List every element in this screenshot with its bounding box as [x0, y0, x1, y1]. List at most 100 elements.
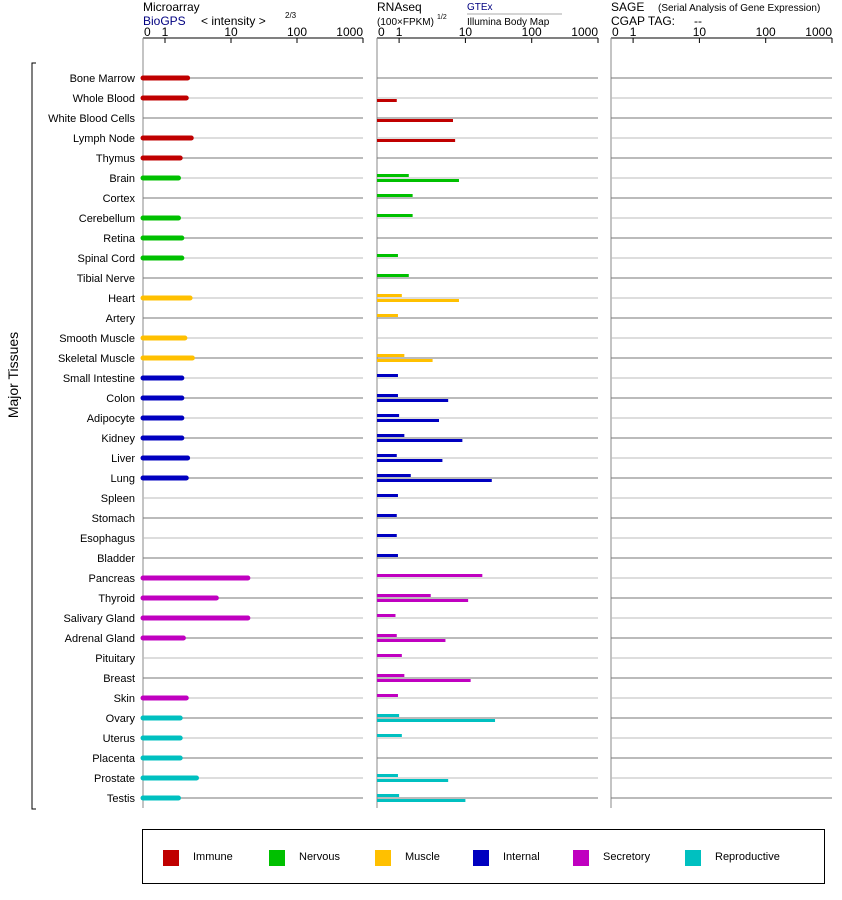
rnaseq-tick-label: 1000: [571, 25, 598, 39]
tissue-label: Breast: [103, 673, 135, 685]
rnaseq-gtex-bar: [377, 554, 398, 557]
legend-label: Muscle: [405, 851, 440, 863]
tissue-label: Bone Marrow: [70, 73, 135, 85]
rnaseq-gtex-bar: [377, 194, 413, 197]
tissue-label: Whole Blood: [73, 93, 135, 105]
tissue-label: Cortex: [103, 193, 136, 205]
rnaseq-gtex-bar: [377, 734, 402, 737]
legend-swatch: [375, 850, 391, 866]
rnaseq-gtex-bar: [377, 514, 397, 517]
microarray-source-link[interactable]: BioGPS: [143, 14, 186, 28]
tissue-label: Brain: [109, 173, 135, 185]
microarray-metric-exponent: 2/3: [285, 11, 297, 20]
sage-cgap-value: --: [694, 14, 702, 28]
rnaseq-ibm-bar: [377, 599, 469, 602]
legend-label: Immune: [193, 851, 233, 863]
tissue-label: Smooth Muscle: [59, 333, 135, 345]
rnaseq-ibm-bar: [377, 399, 449, 402]
tissue-label: Artery: [106, 313, 136, 325]
rnaseq-gtex-bar: [377, 614, 396, 617]
legend-swatch: [269, 850, 285, 866]
sage-tick-label: 100: [756, 25, 776, 39]
tissue-label: Small Intestine: [63, 373, 135, 385]
tissue-label: Kidney: [101, 433, 135, 445]
rnaseq-gtex-bar: [377, 174, 409, 177]
tissue-label: Bladder: [97, 553, 135, 565]
microarray-tick-label: 10: [224, 25, 238, 39]
rnaseq-ibm-bar: [377, 299, 459, 302]
rnaseq-ibm-bar: [377, 359, 433, 362]
rnaseq-gtex-bar: [377, 254, 398, 257]
rnaseq-gtex-bar: [377, 354, 405, 357]
tissue-label: Skin: [114, 693, 135, 705]
rnaseq-gtex-bar: [377, 294, 402, 297]
rnaseq-ibm-bar: [377, 459, 443, 462]
legend-label: Reproductive: [715, 851, 780, 863]
rnaseq-ibm-bar: [377, 639, 446, 642]
tissue-label: Tibial Nerve: [77, 273, 135, 285]
tissue-label: Heart: [108, 293, 135, 305]
rnaseq-gtex-bar: [377, 594, 431, 597]
rnaseq-ibm-bar: [377, 179, 459, 182]
rnaseq-ibm-bar: [377, 479, 492, 482]
rnaseq-tick-label: 10: [459, 25, 473, 39]
tissue-label: Colon: [106, 393, 135, 405]
legend-swatch: [685, 850, 701, 866]
tissue-label: Lymph Node: [73, 133, 135, 145]
rnaseq-gtex-bar: [377, 434, 405, 437]
rnaseq-ibm-bar: [377, 419, 440, 422]
sage-tick-label: 1: [630, 25, 637, 39]
tissue-label: Esophagus: [80, 533, 136, 545]
rnaseq-gtex-bar: [377, 274, 409, 277]
rnaseq-gtex-bar: [377, 314, 398, 317]
sage-title: SAGE: [611, 0, 644, 14]
rnaseq-gtex-bar: [377, 414, 400, 417]
rnaseq-ibm-bar: [377, 139, 456, 142]
tissue-label: Thymus: [96, 153, 136, 165]
rnaseq-ibm-bar: [377, 439, 463, 442]
tissue-label: Pancreas: [89, 573, 136, 585]
rnaseq-gtex-link[interactable]: GTEx: [467, 2, 493, 13]
sage-cgap-label: CGAP TAG:: [611, 14, 675, 28]
microarray-tick-label: 1: [162, 25, 169, 39]
tissue-label: Spleen: [101, 493, 135, 505]
rnaseq-title: RNAseq: [377, 0, 422, 14]
rnaseq-gtex-bar: [377, 394, 398, 397]
tissue-label: White Blood Cells: [48, 113, 135, 125]
rnaseq-gtex-bar: [377, 574, 483, 577]
rnaseq-tick-label: 0: [378, 25, 385, 39]
rnaseq-gtex-bar: [377, 374, 398, 377]
legend-swatch: [473, 850, 489, 866]
y-axis-bracket: [31, 62, 36, 810]
rnaseq-ibm-link[interactable]: Illumina Body Map: [467, 17, 550, 28]
tissue-label: Stomach: [92, 513, 135, 525]
sage-tick-label: 0: [612, 25, 619, 39]
tissue-label: Cerebellum: [79, 213, 135, 225]
tissue-label: Retina: [103, 233, 136, 245]
tissue-label: Salivary Gland: [63, 613, 135, 625]
microarray-tick-label: 100: [287, 25, 307, 39]
rnaseq-gtex-bar: [377, 634, 397, 637]
microarray-tick-label: 1000: [336, 25, 363, 39]
sage-subtitle: (Serial Analysis of Gene Expression): [658, 3, 820, 14]
rnaseq-gtex-bar: [377, 474, 411, 477]
rnaseq-gtex-bar: [377, 534, 397, 537]
rnaseq-tick-label: 100: [522, 25, 542, 39]
rnaseq-ibm-bar: [377, 799, 466, 802]
legend-label: Nervous: [299, 851, 340, 863]
rnaseq-gtex-bar: [377, 674, 405, 677]
legend: Immune Nervous Muscle Internal Secretory Repr…: [142, 829, 825, 884]
rnaseq-unit-exponent: 1/2: [437, 14, 447, 21]
rnaseq-ibm-bar: [377, 679, 471, 682]
tissue-label: Spinal Cord: [78, 253, 135, 265]
rnaseq-gtex-bar: [377, 774, 398, 777]
tissue-label: Pituitary: [95, 653, 135, 665]
tissue-label: Prostate: [94, 773, 135, 785]
legend-label: Secretory: [603, 851, 651, 863]
rnaseq-unit-label: (100×FPKM): [377, 17, 434, 28]
rnaseq-gtex-bar: [377, 694, 398, 697]
rnaseq-ibm-bar: [377, 99, 397, 102]
rnaseq-gtex-bar: [377, 214, 413, 217]
tissue-label: Adipocyte: [87, 413, 135, 425]
